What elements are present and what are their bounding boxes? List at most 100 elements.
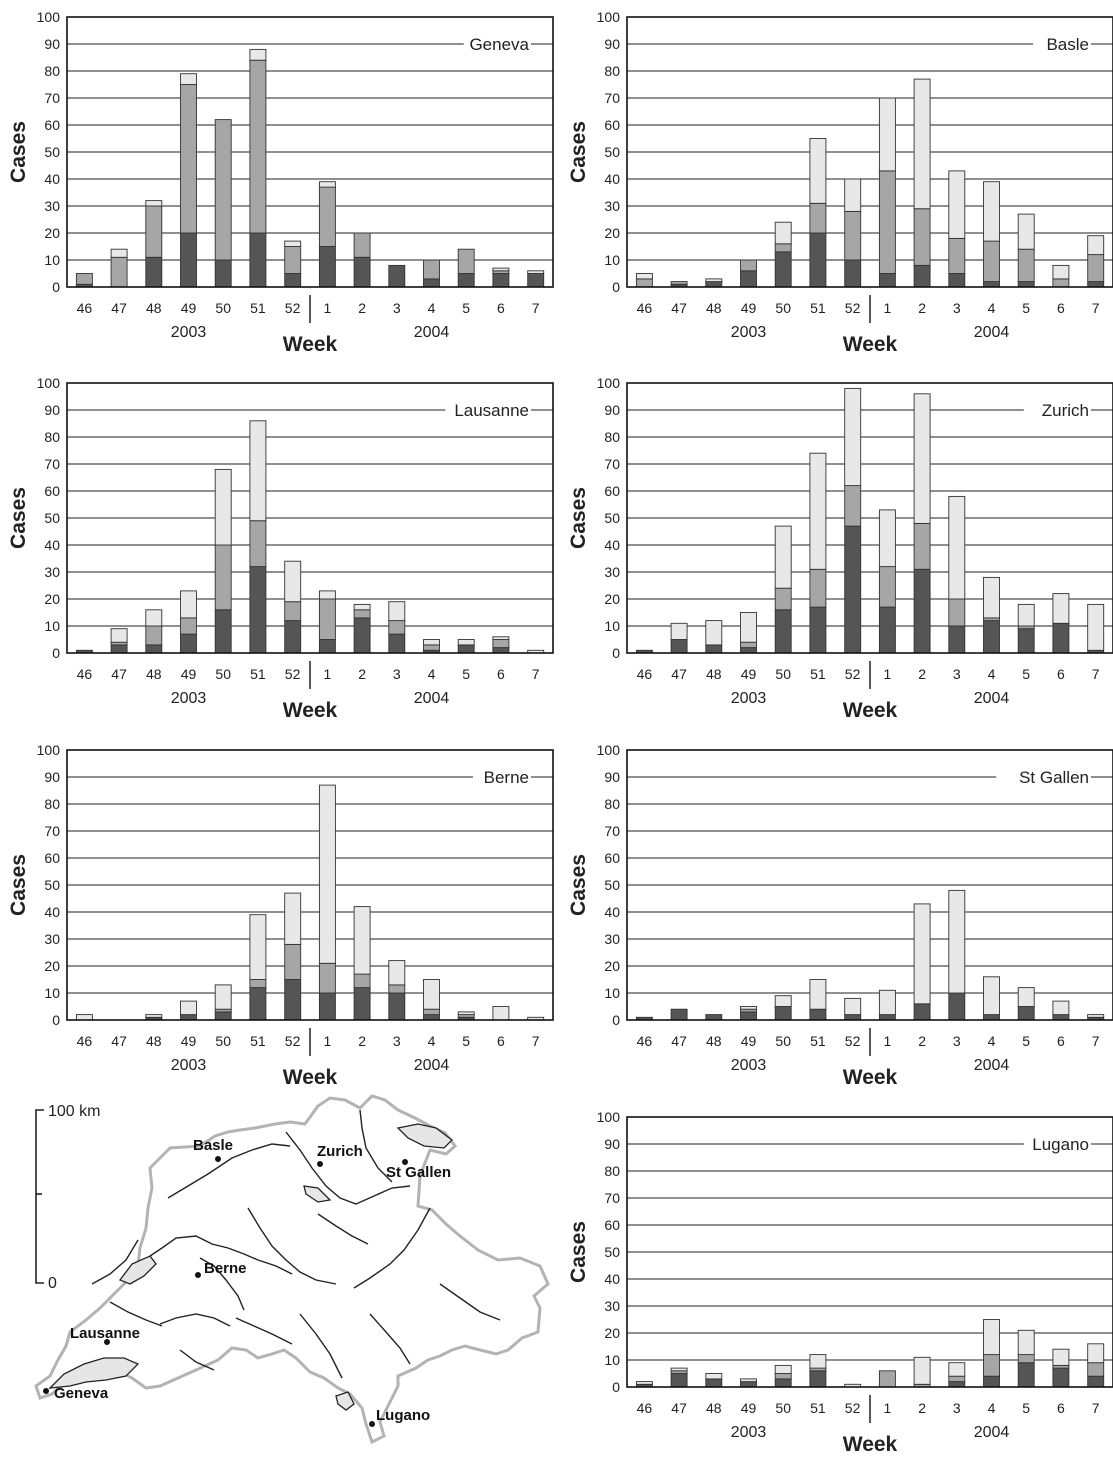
x-tick-label: 3 xyxy=(953,300,961,316)
year-label-2004: 2004 xyxy=(974,1057,1010,1074)
bar-geneva-w6-s2 xyxy=(492,267,510,272)
bar-basle-w5-s0 xyxy=(1017,281,1035,288)
x-tick-label: 4 xyxy=(988,666,996,682)
bar-st-gallen-w1-s0 xyxy=(878,1014,896,1021)
bar-berne-w52-s1 xyxy=(284,943,302,980)
x-axis-title: Week xyxy=(843,1433,898,1456)
x-tick-label: 3 xyxy=(393,1033,401,1049)
bar-berne-w51-s1 xyxy=(249,979,267,989)
x-tick-label: 48 xyxy=(146,300,162,316)
bar-zurich-w4-s0 xyxy=(983,620,1000,654)
bar-basle-w50-s2 xyxy=(774,221,792,245)
y-tick-label: 50 xyxy=(44,510,60,526)
bar-zurich-w49-s2 xyxy=(740,612,757,643)
x-tick-label: 50 xyxy=(775,1400,791,1416)
y-tick-label: 60 xyxy=(44,117,60,133)
y-tick-label: 100 xyxy=(37,375,61,391)
bar-lugano-w4-s0 xyxy=(983,1375,1000,1388)
y-tick-label: 60 xyxy=(604,117,620,133)
y-tick-label: 90 xyxy=(44,36,60,52)
chart-title: Basle xyxy=(1046,35,1089,54)
bar-zurich-w5-s2 xyxy=(1017,603,1035,627)
bar-berne-w3-s1 xyxy=(388,984,406,994)
bar-lugano-w5-s0 xyxy=(1017,1362,1035,1388)
bar-st-gallen-w4-s0 xyxy=(983,1014,1000,1021)
bar-st-gallen-w50-s0 xyxy=(774,1006,792,1021)
y-tick-label: 60 xyxy=(604,483,620,499)
y-tick-label: 50 xyxy=(44,877,60,893)
y-axis-title: Cases xyxy=(567,1221,590,1283)
y-tick-label: 90 xyxy=(604,1136,620,1152)
bar-lugano-w6-s0 xyxy=(1052,1367,1070,1388)
scale-bar xyxy=(35,1109,44,1284)
bar-basle-w6-s2 xyxy=(1052,264,1070,280)
x-tick-label: 5 xyxy=(1022,300,1030,316)
x-tick-label: 6 xyxy=(1057,666,1065,682)
x-tick-label: 46 xyxy=(77,666,93,682)
y-tick-label: 10 xyxy=(604,1352,620,1368)
x-tick-label: 5 xyxy=(462,300,470,316)
bar-lugano-w48-s0 xyxy=(705,1378,723,1388)
bar-geneva-w48-s1 xyxy=(145,205,163,258)
bar-basle-w1-s2 xyxy=(878,97,896,172)
y-tick-label: 100 xyxy=(597,375,621,391)
bar-basle-w51-s1 xyxy=(809,202,827,234)
bar-berne-w3-s2 xyxy=(388,960,406,986)
city-label-zurich: Zurich xyxy=(317,1143,363,1160)
x-tick-label: 51 xyxy=(250,666,266,682)
y-tick-label: 50 xyxy=(604,144,620,160)
bar-zurich-w50-s1 xyxy=(774,587,792,611)
x-tick-label: 3 xyxy=(953,1033,961,1049)
y-tick-label: 40 xyxy=(604,171,620,187)
y-axis-title: Cases xyxy=(567,854,590,916)
bar-berne-w51-s2 xyxy=(249,914,267,980)
bar-basle-w4-s1 xyxy=(983,240,1000,283)
bar-geneva-w2-s0 xyxy=(353,256,371,288)
bar-lausanne-w49-s0 xyxy=(180,633,197,654)
chart-title-backdrop xyxy=(996,767,1091,787)
bar-geneva-w1-s1 xyxy=(318,186,336,247)
bar-zurich-w50-s0 xyxy=(774,609,792,654)
bar-berne-w4-s1 xyxy=(423,1008,440,1016)
bar-geneva-w50-s1 xyxy=(214,119,232,261)
chart-title: Berne xyxy=(484,768,529,787)
bar-berne-w5-s2 xyxy=(457,1011,475,1016)
x-tick-label: 52 xyxy=(285,1033,301,1049)
bar-zurich-w3-s2 xyxy=(948,495,966,600)
y-tick-label: 30 xyxy=(604,1298,620,1314)
bar-lugano-w50-s1 xyxy=(774,1373,792,1380)
bar-lausanne-w47-s2 xyxy=(110,628,128,643)
bar-berne-w2-s0 xyxy=(353,987,371,1021)
bar-zurich-w2-s1 xyxy=(913,522,931,570)
plot-frame xyxy=(626,382,1113,654)
y-tick-label: 0 xyxy=(612,1379,620,1395)
y-tick-label: 10 xyxy=(44,985,60,1001)
bar-lausanne-w1-s0 xyxy=(318,639,336,654)
bar-zurich-w3-s1 xyxy=(948,598,966,627)
y-tick-label: 40 xyxy=(44,171,60,187)
chart-title-backdrop xyxy=(445,400,531,420)
bar-geneva-w1-s0 xyxy=(318,246,336,288)
bar-geneva-w51-s1 xyxy=(249,59,267,234)
bar-zurich-w51-s0 xyxy=(809,606,827,654)
chart-title: Zurich xyxy=(1042,401,1089,420)
bar-zurich-w2-s0 xyxy=(913,568,931,654)
bar-berne-w50-s0 xyxy=(214,1011,232,1021)
x-tick-label: 52 xyxy=(845,300,861,316)
bar-lausanne-w5-s0 xyxy=(457,644,475,654)
x-tick-label: 47 xyxy=(671,666,687,682)
city-label-berne: Berne xyxy=(204,1260,247,1277)
y-tick-label: 40 xyxy=(44,537,60,553)
x-tick-label: 47 xyxy=(111,1033,127,1049)
y-tick-label: 30 xyxy=(44,931,60,947)
y-tick-label: 10 xyxy=(44,252,60,268)
bar-lugano-w3-s2 xyxy=(948,1362,966,1377)
bar-lausanne-w47-s0 xyxy=(110,644,128,654)
x-tick-label: 47 xyxy=(111,666,127,682)
bar-basle-w52-s2 xyxy=(844,178,862,212)
bar-lausanne-w6-s2 xyxy=(492,636,510,640)
bar-lugano-w2-s2 xyxy=(913,1356,931,1385)
bar-st-gallen-w5-s0 xyxy=(1017,1006,1035,1021)
